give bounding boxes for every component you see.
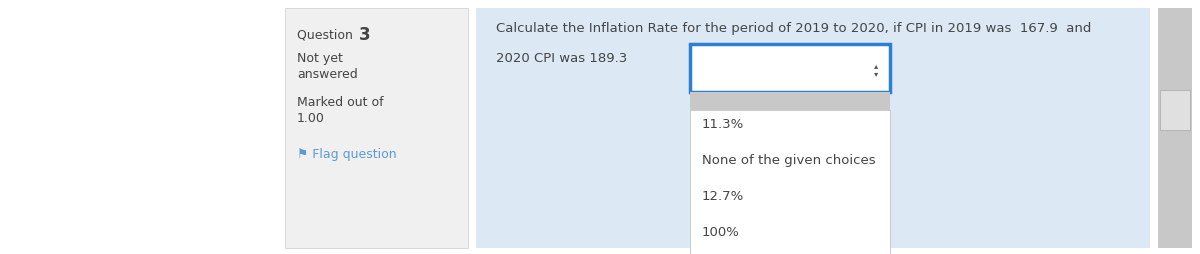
Text: 100%: 100% <box>702 226 740 239</box>
Bar <box>690 110 890 254</box>
Text: Question: Question <box>298 28 356 41</box>
Text: Marked out of: Marked out of <box>298 96 384 109</box>
Text: 3: 3 <box>359 26 371 44</box>
Text: Not yet: Not yet <box>298 52 343 65</box>
Text: ▾: ▾ <box>874 70 878 78</box>
Bar <box>690 44 890 92</box>
Bar <box>476 8 1150 248</box>
Text: Calculate the Inflation Rate for the period of 2019 to 2020, if CPI in 2019 was : Calculate the Inflation Rate for the per… <box>496 22 1091 35</box>
Text: 2020 CPI was 189.3: 2020 CPI was 189.3 <box>496 52 628 65</box>
Text: 11.3%: 11.3% <box>702 118 744 131</box>
Text: 12.7%: 12.7% <box>702 190 744 203</box>
Text: answered: answered <box>298 68 358 81</box>
Bar <box>286 8 468 248</box>
Text: 1.00: 1.00 <box>298 112 325 125</box>
Text: ▴: ▴ <box>874 61 878 71</box>
Text: None of the given choices: None of the given choices <box>702 154 876 167</box>
Bar <box>1158 8 1192 248</box>
Bar <box>1160 90 1190 130</box>
Text: ⚑ Flag question: ⚑ Flag question <box>298 148 397 161</box>
Bar <box>690 92 890 110</box>
